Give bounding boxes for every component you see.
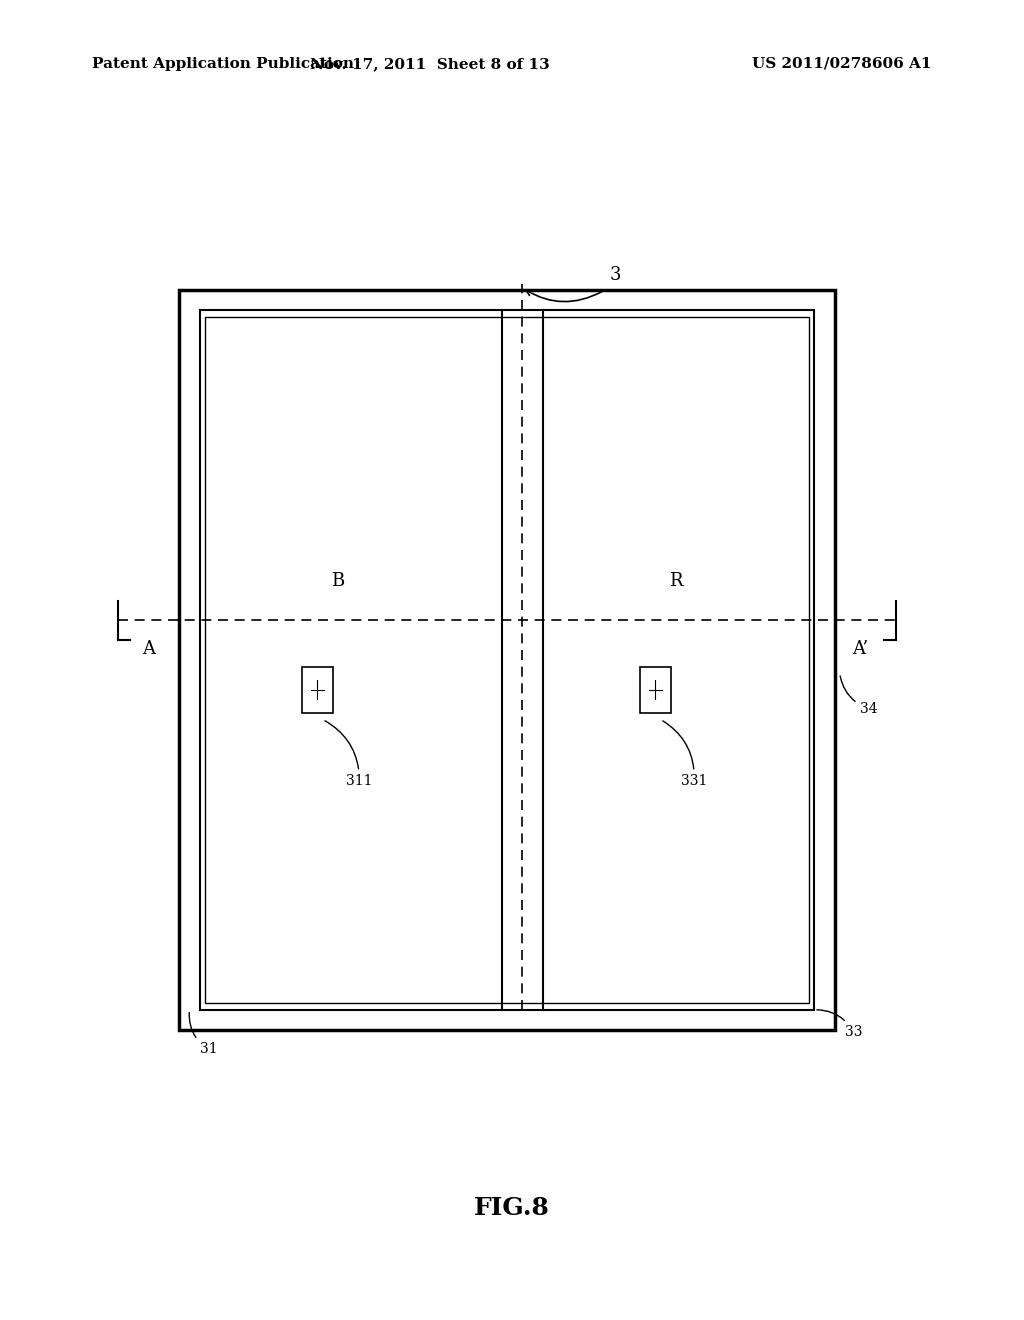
Text: Patent Application Publication: Patent Application Publication <box>92 57 354 71</box>
Text: 34: 34 <box>840 676 878 715</box>
Text: A’: A’ <box>852 640 868 659</box>
Text: B: B <box>332 572 344 590</box>
Text: 33: 33 <box>817 1010 862 1039</box>
Text: R: R <box>669 572 683 590</box>
Text: 31: 31 <box>189 1012 217 1056</box>
Text: 331: 331 <box>663 721 708 788</box>
Bar <box>640 667 671 713</box>
Text: A: A <box>142 640 155 659</box>
Text: FIG.8: FIG.8 <box>474 1196 550 1220</box>
Text: Nov. 17, 2011  Sheet 8 of 13: Nov. 17, 2011 Sheet 8 of 13 <box>310 57 550 71</box>
Bar <box>205 317 809 1003</box>
Bar <box>200 310 814 1010</box>
Text: US 2011/0278606 A1: US 2011/0278606 A1 <box>753 57 932 71</box>
Text: 3: 3 <box>609 265 621 284</box>
Bar <box>179 290 835 1030</box>
Bar <box>302 667 333 713</box>
Text: 311: 311 <box>325 721 373 788</box>
